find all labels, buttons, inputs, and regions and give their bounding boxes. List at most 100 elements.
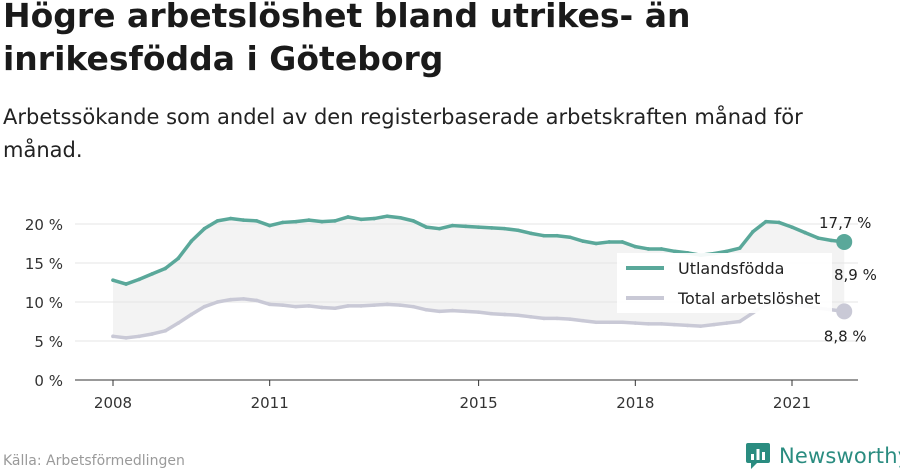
data-point xyxy=(254,298,259,303)
data-point xyxy=(385,214,390,218)
data-point xyxy=(659,322,664,326)
data-point xyxy=(215,300,220,304)
data-point xyxy=(515,228,520,233)
line-chart: 0 %5 %10 %15 %20 % 2008 2011 2015 2018 2021 … xyxy=(25,214,877,412)
data-point xyxy=(489,226,494,230)
data-point xyxy=(568,235,572,240)
chart-subtitle: Arbetssökande som andel av den registerb… xyxy=(3,105,803,162)
data-point xyxy=(489,311,494,316)
data-point xyxy=(424,308,429,312)
data-point xyxy=(411,219,416,223)
brand-name: Newsworthy xyxy=(779,444,900,468)
data-point xyxy=(777,220,781,225)
label-layer: 17,7 % 8,8 % 8,9 % xyxy=(819,214,877,345)
x-tick-label: 2015 xyxy=(460,394,498,412)
data-point xyxy=(150,332,154,336)
y-tick-label: 15 % xyxy=(25,255,63,273)
data-point xyxy=(215,219,220,223)
legend: Utlandsfödda Total arbetslöshet xyxy=(617,253,832,313)
data-point xyxy=(803,230,807,235)
data-point xyxy=(581,318,585,323)
data-point xyxy=(816,236,820,240)
x-axis: 2008 2011 2015 2018 2021 xyxy=(94,380,811,412)
data-point xyxy=(307,218,311,222)
data-point xyxy=(555,316,559,321)
data-point xyxy=(346,215,350,219)
data-point xyxy=(137,277,141,282)
data-point xyxy=(724,321,729,325)
brand-logo[interactable]: Newsworthy xyxy=(745,442,900,470)
x-tick-label: 2021 xyxy=(773,394,811,412)
data-point xyxy=(437,226,442,231)
chart-title: Högre arbetslöshet bland utrikes- än inr… xyxy=(3,0,691,78)
y-tick-label: 20 % xyxy=(25,216,63,234)
data-point xyxy=(124,282,128,286)
data-point xyxy=(241,218,246,222)
data-point xyxy=(450,308,455,313)
data-point xyxy=(411,304,416,309)
data-point xyxy=(594,241,598,246)
data-point xyxy=(267,223,272,228)
data-point xyxy=(450,223,455,228)
data-point xyxy=(659,247,664,251)
x-tick-label: 2018 xyxy=(616,394,654,412)
data-point xyxy=(529,315,533,319)
data-point xyxy=(672,322,677,327)
data-point xyxy=(280,303,285,307)
y-tick-label: 10 % xyxy=(25,294,63,312)
data-point xyxy=(646,322,651,326)
data-point xyxy=(476,310,481,314)
data-point xyxy=(463,309,468,314)
data-point xyxy=(359,217,363,222)
data-point xyxy=(307,304,311,308)
line-layer xyxy=(111,214,853,340)
data-point xyxy=(294,304,298,309)
data-point xyxy=(607,240,611,244)
end-value-label: 8,9 % xyxy=(834,266,877,284)
data-point xyxy=(398,215,403,220)
data-point xyxy=(711,322,716,327)
data-point xyxy=(633,244,638,249)
data-point xyxy=(320,305,324,310)
data-point xyxy=(241,297,246,301)
data-point xyxy=(529,231,533,236)
data-point xyxy=(372,303,376,307)
data-point xyxy=(737,246,742,250)
data-point xyxy=(542,233,546,238)
data-point xyxy=(359,304,363,308)
data-point xyxy=(685,323,690,328)
data-point xyxy=(620,320,625,325)
data-point xyxy=(189,239,194,243)
data-point xyxy=(385,302,390,307)
data-point xyxy=(646,247,651,251)
source-note: Källa: Arbetsförmedlingen xyxy=(3,453,185,469)
data-point xyxy=(163,329,168,333)
data-point xyxy=(176,321,181,325)
data-point xyxy=(594,320,598,325)
data-point xyxy=(672,249,677,254)
data-point xyxy=(228,297,233,302)
data-point xyxy=(111,334,115,339)
data-point xyxy=(150,272,154,276)
data-point xyxy=(698,324,703,328)
end-marker xyxy=(836,233,853,250)
data-point xyxy=(724,249,729,254)
data-point xyxy=(737,319,742,324)
data-point xyxy=(280,220,285,225)
data-point xyxy=(620,240,625,244)
data-point xyxy=(333,219,337,223)
data-point xyxy=(111,278,115,282)
y-tick-label: 0 % xyxy=(34,372,63,390)
data-point xyxy=(294,219,298,224)
data-point xyxy=(555,233,559,238)
data-point xyxy=(163,266,168,271)
data-point xyxy=(764,219,768,224)
data-point xyxy=(267,302,272,307)
end-value-label: 17,7 % xyxy=(819,214,871,232)
data-point xyxy=(633,321,638,325)
legend-box xyxy=(617,253,832,313)
data-point xyxy=(137,334,141,339)
data-point xyxy=(124,336,128,340)
legend-label: Total arbetslöshet xyxy=(677,289,820,308)
data-point xyxy=(607,320,611,325)
